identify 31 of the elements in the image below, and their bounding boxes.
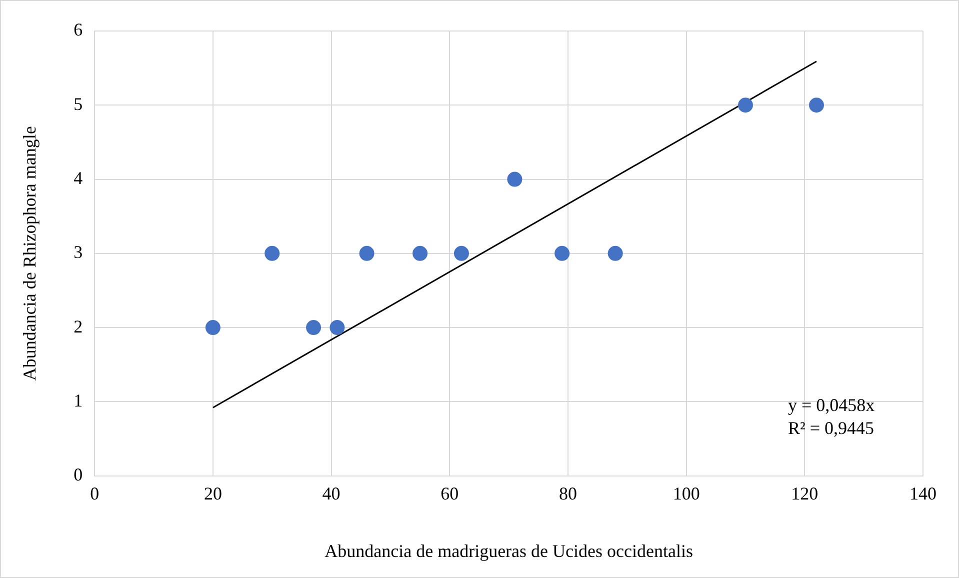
point [454, 246, 469, 261]
point [264, 246, 280, 261]
x-axis-title: Abundancia de madrigueras de Ucides occidentalis [324, 540, 693, 561]
y-axis-title: Abundancia de Rhizophora mangle [20, 126, 40, 381]
y-tick-label: 1 [74, 390, 83, 410]
y-tick-label: 0 [74, 464, 83, 485]
point [330, 320, 345, 336]
point [554, 246, 570, 261]
point [738, 98, 753, 113]
x-tick-label: 100 [672, 483, 700, 504]
x-tick-label: 80 [558, 483, 577, 504]
y-tick-label: 2 [74, 316, 83, 336]
x-tick-label: 140 [910, 483, 936, 504]
point [205, 320, 220, 336]
x-tick-label: 120 [791, 483, 818, 504]
y-tick-label: 4 [74, 168, 83, 188]
point [808, 98, 824, 113]
point [412, 246, 428, 261]
point [507, 172, 522, 187]
point [306, 320, 322, 336]
y-tick-label: 3 [74, 242, 83, 262]
point [359, 246, 374, 261]
annotation: R² = 0,9445 [788, 418, 874, 438]
point [608, 246, 623, 261]
x-tick-label: 0 [90, 483, 100, 504]
annotation: y = 0,0458x [788, 394, 875, 415]
y-tick-label: 6 [74, 20, 83, 40]
y-tick-label: 5 [74, 94, 83, 114]
x-tick-label: 60 [440, 483, 459, 504]
x-tick-label: 40 [322, 483, 340, 504]
x-tick-label: 20 [204, 483, 222, 504]
